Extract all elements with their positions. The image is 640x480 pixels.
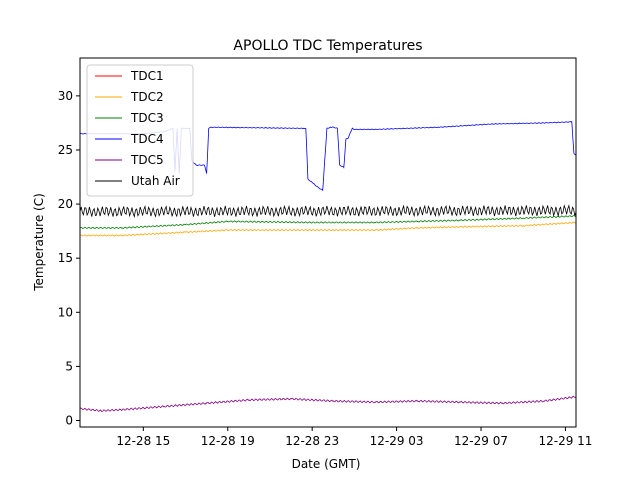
y-tick-label: 15	[58, 251, 73, 265]
legend: TDC1 TDC2 TDC3 TDC4 TDC5 Utah Air	[86, 64, 194, 197]
series-layer	[80, 120, 576, 412]
y-tick-label: 30	[58, 89, 73, 103]
x-tick-label: 12-28 19	[201, 434, 255, 448]
series-line-tdc2	[80, 221, 576, 237]
series-line-tdc3	[80, 215, 576, 229]
chart-title: APOLLO TDC Temperatures	[233, 38, 422, 54]
legend-label-utah-air: Utah Air	[131, 174, 180, 188]
legend-box	[86, 64, 194, 197]
legend-label-tdc2: TDC2	[130, 90, 164, 104]
y-tick-label: 20	[58, 197, 73, 211]
legend-items: TDC1 TDC2 TDC3 TDC4 TDC5 Utah Air	[95, 69, 180, 188]
legend-label-tdc4: TDC4	[130, 132, 164, 146]
x-tick-label: 12-28 15	[116, 434, 170, 448]
x-axis-label: Date (GMT)	[292, 457, 361, 471]
legend-label-tdc3: TDC3	[130, 111, 164, 125]
plot-frame	[79, 57, 577, 428]
y-tick-label: 5	[65, 359, 73, 373]
x-tick-label: 12-28 23	[285, 434, 339, 448]
y-tick-label: 10	[58, 305, 73, 319]
y-axis: 0 5 10 15 20 25 30	[58, 89, 80, 428]
legend-label-tdc1: TDC1	[130, 69, 164, 83]
y-tick-label: 25	[58, 143, 73, 157]
y-axis-label: Temperature (C)	[32, 193, 46, 292]
series-line-tdc5	[80, 395, 576, 412]
legend-label-tdc5: TDC5	[130, 153, 164, 167]
x-tick-label: 12-29 11	[538, 434, 592, 448]
x-tick-label: 12-29 07	[454, 434, 508, 448]
x-axis: 12-28 15 12-28 19 12-28 23 12-29 03 12-29 07…	[116, 427, 592, 448]
y-tick-label: 0	[65, 414, 73, 428]
x-tick-label: 12-29 03	[370, 434, 424, 448]
series-line-utah-air	[80, 204, 576, 219]
